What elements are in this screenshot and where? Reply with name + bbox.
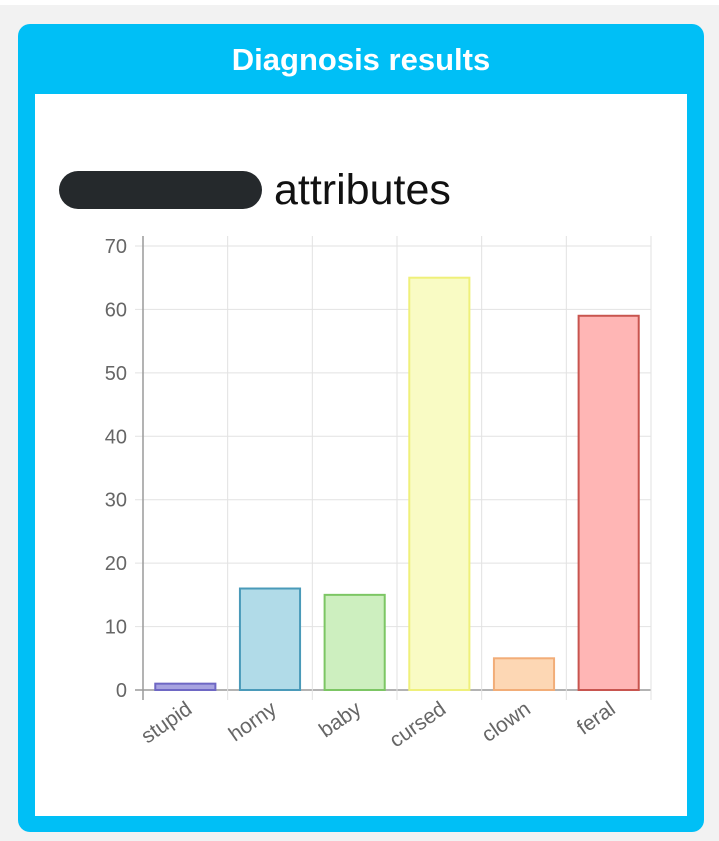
y-tick-label: 50	[105, 363, 127, 385]
card-title: Diagnosis results	[231, 42, 491, 77]
x-tick-label: stupid	[137, 697, 196, 748]
bar-stupid	[154, 682, 217, 692]
card-body: attributes 0 10 20 30 40 50 60 70 stupid horny bab…	[35, 94, 687, 816]
y-tick-label: 70	[105, 236, 127, 258]
bar-horny	[238, 587, 302, 691]
redacted-name	[59, 171, 262, 209]
x-tick-label: clown	[478, 697, 535, 747]
y-tick-label: 30	[105, 490, 127, 512]
chart-heading: attributes	[59, 166, 451, 214]
diagnosis-card: Diagnosis results attributes 0 10 20 30 40 50…	[18, 24, 704, 832]
bar-baby	[323, 593, 386, 692]
x-tick-label: horny	[225, 697, 282, 746]
y-tick-label: 0	[116, 680, 127, 702]
heading-suffix: attributes	[274, 165, 451, 214]
y-tick-label: 20	[105, 553, 127, 575]
y-tick-label: 10	[105, 617, 127, 639]
x-tick-label: feral	[573, 697, 620, 739]
bar-chart: 0 10 20 30 40 50 60 70 stupid horny baby cursed clow…	[105, 236, 652, 752]
bar-clown	[492, 657, 556, 691]
bar-feral	[577, 314, 640, 691]
bar-cursed	[408, 276, 471, 691]
y-tick-label: 60	[105, 299, 127, 321]
x-tick-label: cursed	[385, 697, 450, 752]
top-strip	[0, 0, 719, 5]
x-tick-label: baby	[315, 697, 366, 742]
y-tick-label: 40	[105, 426, 127, 448]
